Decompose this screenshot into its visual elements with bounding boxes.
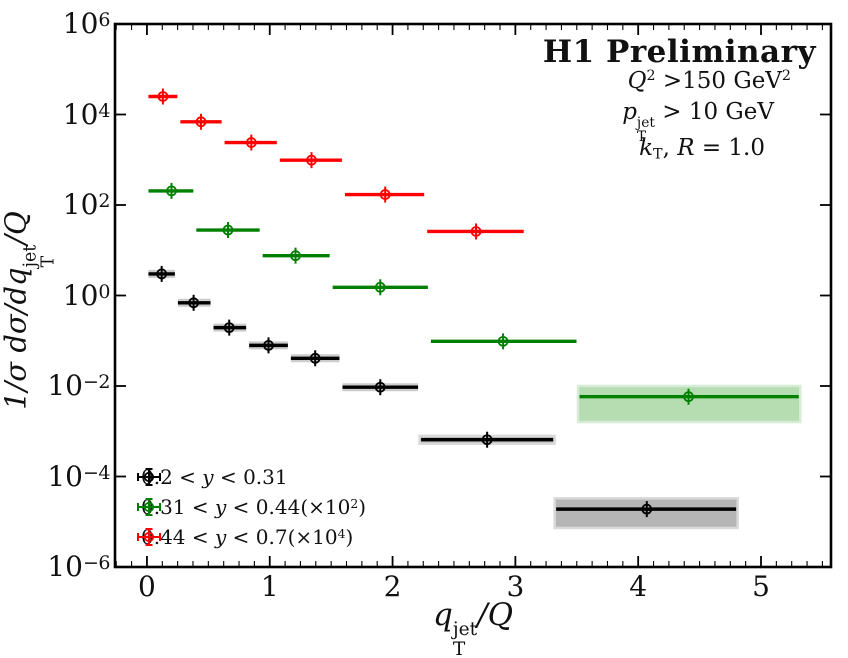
data-point-center	[191, 301, 196, 305]
data-point	[470, 226, 482, 237]
data-point-center	[159, 272, 164, 276]
data-point-center	[313, 356, 317, 360]
data-point-center	[226, 228, 230, 232]
data-point	[497, 335, 509, 347]
data-point	[306, 154, 317, 166]
data-point-center	[161, 94, 165, 99]
data-point	[166, 185, 177, 197]
series-y-0.44-0.7	[148, 88, 524, 240]
data-point-center	[645, 507, 649, 511]
data-point	[263, 339, 274, 351]
data-point	[481, 434, 493, 446]
data-point	[157, 91, 169, 102]
data-point	[223, 322, 235, 334]
data-point-center	[309, 158, 314, 162]
data-point-center	[501, 339, 505, 344]
data-point-center	[249, 140, 254, 145]
data-point	[379, 189, 391, 200]
data-point	[641, 503, 653, 515]
data-point-center	[293, 253, 298, 258]
data-point	[683, 391, 694, 403]
data-point-center	[266, 343, 271, 348]
data-point	[156, 268, 168, 280]
data-point	[309, 352, 321, 364]
data-point-center	[485, 438, 489, 442]
data-point	[290, 250, 301, 262]
data-point	[188, 297, 200, 309]
data-point	[245, 137, 257, 148]
data-point-center	[199, 120, 203, 124]
data-point-center	[169, 189, 174, 193]
data-point-center	[378, 385, 382, 389]
data-point	[374, 381, 386, 393]
data-point	[374, 281, 386, 293]
data-point-center	[378, 285, 382, 289]
data-point-center	[686, 395, 691, 399]
data-point-center	[227, 325, 231, 330]
data-point-center	[474, 229, 478, 234]
data-point-center	[383, 192, 387, 197]
series-y-0.31-0.44	[148, 182, 799, 405]
data-point	[222, 224, 234, 236]
data-point	[195, 116, 207, 128]
series-y-0.2-0.31	[148, 265, 737, 518]
plot-frame	[113, 22, 833, 569]
